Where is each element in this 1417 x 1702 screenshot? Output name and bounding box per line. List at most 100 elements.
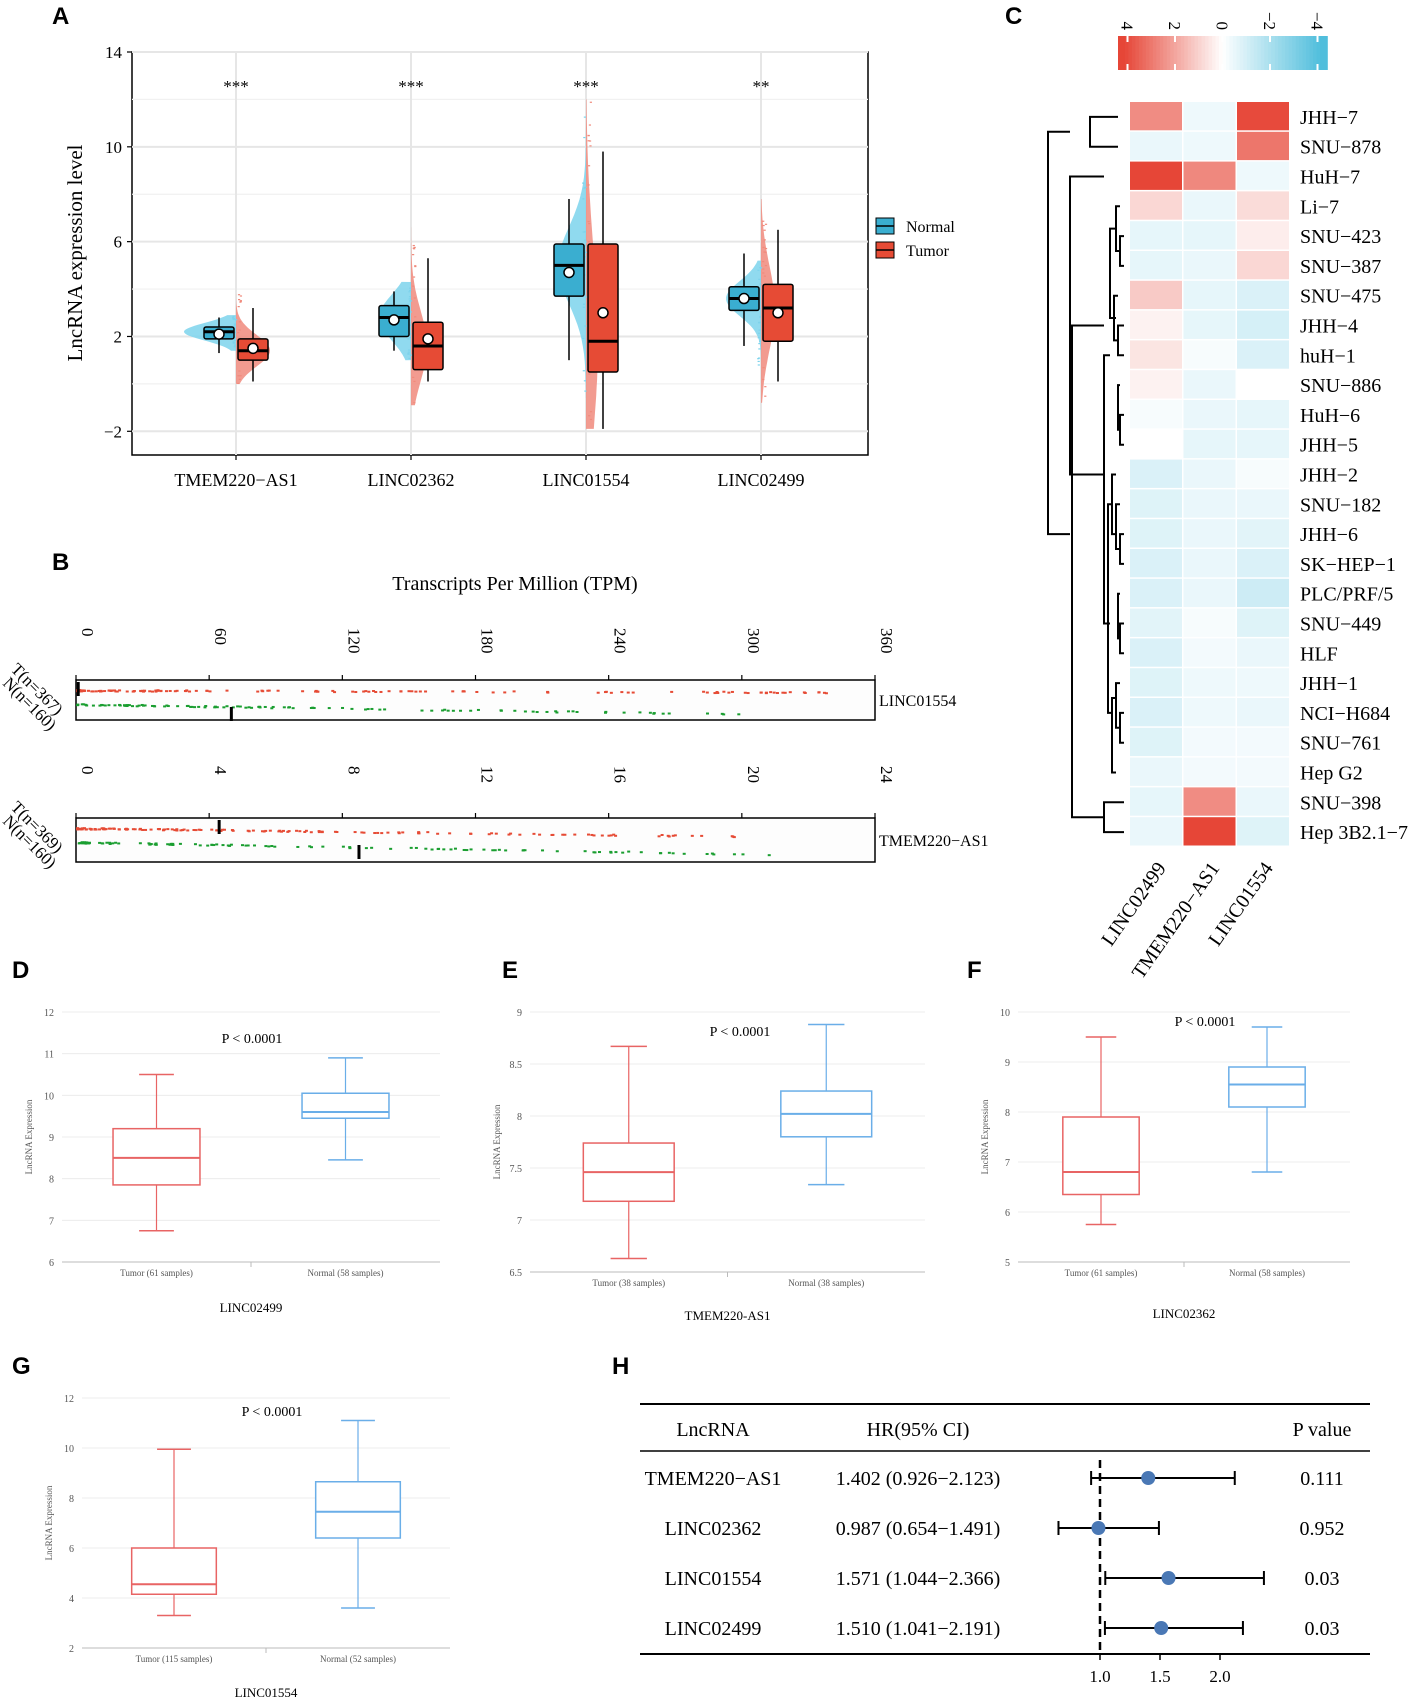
normal-point xyxy=(667,712,671,715)
dendrogram-branch xyxy=(1047,130,1070,536)
tumor-point xyxy=(367,690,371,693)
tumor-point xyxy=(266,689,270,692)
tumor-point xyxy=(609,834,613,837)
strip-tick-label: 16 xyxy=(611,766,630,783)
normal-point xyxy=(142,704,146,707)
tumor-point xyxy=(262,830,266,833)
forest-x-tick-label: 1.0 xyxy=(1089,1667,1110,1686)
scale-segment xyxy=(1232,36,1238,70)
tumor-point xyxy=(76,827,80,830)
scale-segment xyxy=(1253,36,1259,70)
normal-jitter-point xyxy=(408,289,412,291)
dendrogram-branch xyxy=(1089,115,1118,148)
y-tick-label: 7 xyxy=(517,1216,522,1227)
panel-c-heatmap: 4 2 0 −2 −4 JHH−7 SNU−878 HuH−7 Li−7 SNU−423 SNU−… xyxy=(1047,12,1408,983)
heatmap-cell xyxy=(1237,251,1289,280)
normal-mean xyxy=(388,314,400,326)
legend-tumor-label: Tumor xyxy=(906,243,950,260)
normal-jitter-point xyxy=(408,357,411,360)
normal-mean xyxy=(738,292,750,305)
normal-point xyxy=(312,707,316,710)
tumor-jitter-point xyxy=(763,229,766,231)
normal-point xyxy=(131,705,135,708)
normal-point xyxy=(682,852,686,855)
tumor-jitter-point xyxy=(413,297,416,299)
tumor-point xyxy=(94,828,98,831)
normal-point xyxy=(98,704,102,707)
scale-segment xyxy=(1163,36,1168,70)
tumor-jitter-point xyxy=(762,220,765,222)
tumor-point xyxy=(487,833,491,836)
tumor-point xyxy=(268,829,272,832)
normal-point xyxy=(154,843,158,846)
normal-point xyxy=(108,841,112,844)
group-label: Normal (58 samples) xyxy=(1229,1268,1305,1278)
normal-point xyxy=(465,849,469,852)
heatmap-cell xyxy=(1130,727,1182,757)
normal-point xyxy=(308,845,312,848)
heatmap-cell xyxy=(1237,489,1289,518)
tumor-point xyxy=(90,690,94,693)
tumor-point xyxy=(399,690,403,693)
normal-point xyxy=(451,709,455,712)
tumor-jitter-point xyxy=(588,415,591,417)
tumor-point xyxy=(247,830,251,833)
normal-point xyxy=(523,710,527,713)
tumor-point xyxy=(700,834,704,837)
normal-point xyxy=(258,706,262,709)
tumor-point xyxy=(197,828,201,831)
tumor-jitter-point xyxy=(412,376,415,378)
normal-point xyxy=(521,849,525,852)
normal-mean xyxy=(563,266,575,279)
normal-jitter-point xyxy=(583,136,586,139)
tumor-point xyxy=(298,830,302,833)
p-value-label: P < 0.0001 xyxy=(222,1032,283,1047)
scale-segment xyxy=(1260,36,1266,70)
forest-hr-text: 1.510 (1.041−2.191) xyxy=(836,1618,1001,1640)
heatmap-row-label: HLF xyxy=(1300,643,1338,665)
normal-jitter-point xyxy=(407,353,410,355)
tumor-point xyxy=(100,827,104,830)
scale-segment xyxy=(1309,36,1314,70)
tumor-jitter-point xyxy=(239,300,243,302)
normal-point xyxy=(100,842,104,845)
normal-jitter-point xyxy=(232,342,235,344)
normal-point xyxy=(442,848,446,851)
tumor-point xyxy=(309,831,313,834)
tumor-point xyxy=(607,834,611,837)
tumor-point xyxy=(170,828,174,831)
tumor-point xyxy=(491,691,495,694)
tumor-point xyxy=(730,835,734,838)
tumor-point xyxy=(109,827,113,830)
tumor-point xyxy=(165,690,169,693)
scale-segment xyxy=(1177,36,1182,70)
tumor-point xyxy=(194,689,198,692)
normal-point xyxy=(154,842,158,845)
y-tick-label: 9 xyxy=(517,1008,522,1019)
normal-jitter-point xyxy=(584,296,587,298)
normal-jitter-point xyxy=(409,287,412,289)
panel-a-y-ticks: 14 10 6 2 −2 xyxy=(104,43,132,441)
normal-jitter-point xyxy=(757,337,760,339)
tumor-jitter-point xyxy=(762,367,765,369)
heatmap-cell xyxy=(1183,757,1236,786)
tumor-jitter-point xyxy=(239,301,242,303)
tumor-point xyxy=(208,690,212,693)
normal-point xyxy=(741,853,745,856)
tumor-point xyxy=(84,828,88,831)
tumor-jitter-point xyxy=(587,165,591,167)
normal-point xyxy=(229,843,233,846)
normal-point xyxy=(476,708,480,711)
normal-point xyxy=(253,844,257,847)
tumor-point xyxy=(573,833,577,836)
normal-jitter-point xyxy=(409,324,412,326)
normal-point xyxy=(383,708,387,711)
tumor-point xyxy=(331,689,335,692)
normal-point xyxy=(554,710,558,713)
normal-point xyxy=(267,845,271,848)
tumor-box xyxy=(130,1547,218,1595)
heatmap-row-label: HuH−6 xyxy=(1300,405,1360,427)
normal-point xyxy=(667,851,671,854)
tumor-jitter-point xyxy=(412,276,416,278)
tumor-jitter-point xyxy=(414,265,417,268)
